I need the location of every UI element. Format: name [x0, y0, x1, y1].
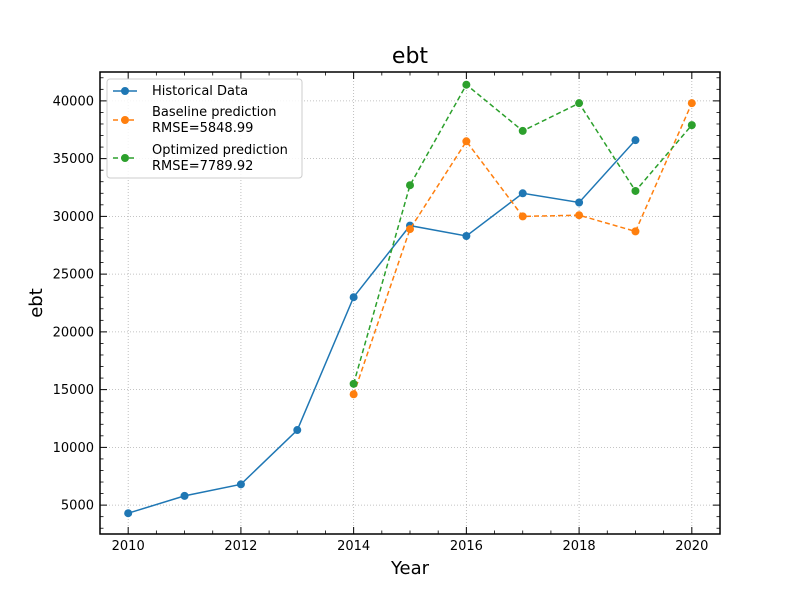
- data-point-0: [462, 232, 471, 241]
- legend-label-optimized: Optimized prediction: [152, 143, 288, 158]
- data-point-2: [687, 121, 696, 130]
- data-point-2: [349, 379, 358, 388]
- data-point-2: [575, 99, 584, 108]
- x-tick-label: 2018: [563, 539, 596, 554]
- data-point-0: [124, 509, 133, 518]
- chart-title: ebt: [392, 44, 429, 69]
- data-point-1: [687, 99, 696, 108]
- data-point-2: [406, 181, 414, 190]
- legend-marker-optimized: [121, 154, 129, 162]
- legend-label-baseline-rmse: RMSE=5848.99: [152, 121, 253, 136]
- x-axis-label: Year: [390, 558, 430, 579]
- x-tick-label: 2016: [450, 539, 483, 554]
- data-point-0: [180, 491, 189, 500]
- data-point-2: [518, 126, 527, 135]
- y-axis-label: ebt: [26, 288, 47, 318]
- data-point-1: [575, 211, 584, 220]
- y-tick-label: 25000: [53, 268, 94, 283]
- data-point-2: [462, 80, 471, 89]
- data-point-1: [406, 225, 414, 234]
- y-tick-label: 40000: [53, 94, 94, 109]
- legend-label-baseline: Baseline prediction: [152, 105, 276, 120]
- data-point-0: [631, 136, 640, 145]
- x-tick-label: 2010: [112, 539, 145, 554]
- legend: Historical Data Baseline prediction RMSE…: [106, 78, 303, 179]
- y-tick-label: 30000: [53, 210, 94, 225]
- y-tick-label: 20000: [53, 325, 94, 340]
- data-point-2: [631, 186, 640, 195]
- x-tick-label: 2020: [675, 539, 708, 554]
- series-group: [124, 80, 696, 518]
- data-point-0: [236, 480, 245, 489]
- y-tick-label: 10000: [53, 441, 94, 456]
- data-point-0: [293, 426, 302, 435]
- data-point-1: [631, 227, 640, 236]
- series-line-0: [127, 139, 637, 514]
- data-point-1: [349, 390, 358, 399]
- grid: [100, 72, 720, 534]
- legend-label-optimized-rmse: RMSE=7789.92: [152, 159, 253, 174]
- legend-label-historical: Historical Data: [152, 84, 248, 99]
- data-point-0: [518, 189, 527, 198]
- data-point-0: [575, 198, 584, 207]
- data-point-1: [462, 137, 471, 146]
- legend-marker-baseline: [121, 116, 129, 124]
- y-tick-label: 35000: [53, 152, 94, 167]
- legend-marker-historical: [121, 87, 129, 95]
- y-tick-label: 15000: [53, 383, 94, 398]
- x-tick-label: 2012: [224, 539, 257, 554]
- data-point-1: [518, 212, 527, 221]
- plot-area-frame: [99, 71, 721, 535]
- legend-box: [106, 78, 303, 179]
- series-line-1: [352, 102, 693, 395]
- x-tick-label: 2014: [337, 539, 370, 554]
- data-point-0: [349, 293, 358, 302]
- y-tick-label: 5000: [61, 499, 94, 514]
